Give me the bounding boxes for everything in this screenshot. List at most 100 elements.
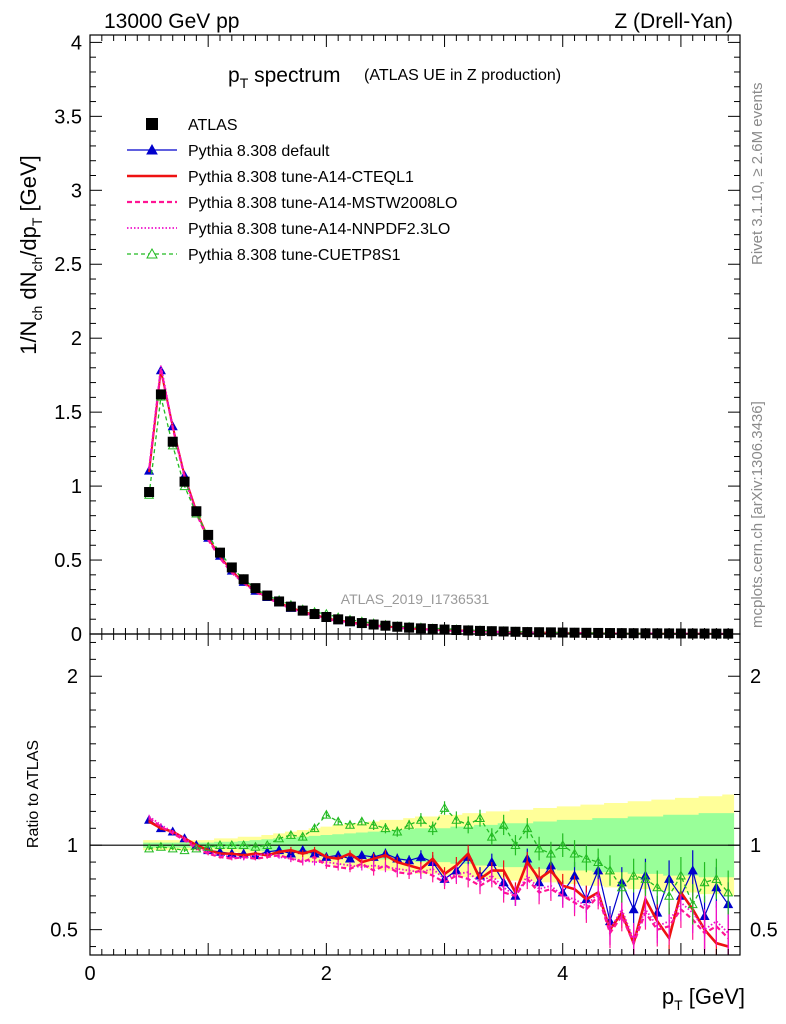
atlas-point-8 [238,574,249,585]
ratio-marker-4-40 [616,882,627,892]
header-right: Z (Drell-Yan) [614,10,733,33]
ratio-marker-4-15 [321,809,332,819]
ratio-marker-4-23 [415,814,426,824]
ratio-marker-4-19 [368,819,379,829]
x-tick-label: 0 [84,963,95,985]
atlas-point-22 [404,622,415,633]
ratio-marker-4-25 [439,802,450,812]
plot-title-note: (ATLAS UE in Z production) [364,67,561,84]
ratio-marker-0-46 [687,865,698,875]
ratio-curve-4 [148,806,729,906]
atlas-point-21 [392,621,403,632]
atlas-point-0 [144,487,155,498]
y-tick-label-ratio-right: 2 [750,666,761,688]
legend-label-1: Pythia 8.308 default [188,143,330,160]
ratio-marker-0-17 [344,853,356,863]
ratio-marker-4-1 [155,841,166,851]
ratio-marker-4-43 [652,882,663,892]
ratio-marker-0-23 [415,851,426,861]
legend-label-5: Pythia 8.308 tune-CUETP8S1 [188,247,401,264]
y-tick-label-ratio: 2 [67,666,78,688]
plot-title-rest: spectrum [248,64,340,87]
atlas-point-13 [297,605,308,616]
ratio-marker-4-48 [711,873,722,883]
ratio-marker-4-29 [486,831,497,841]
legend-label-0: ATLAS [188,117,238,134]
y-tick-label-main: 1 [71,476,82,498]
atlas-point-7 [226,562,237,573]
rivet-label: Rivet 3.1.10, ≥ 2.6M events [749,83,766,266]
ratio-marker-4-7 [226,839,237,850]
ratio-marker-0-41 [628,904,639,914]
y-tick-label-main: 1.5 [54,402,82,424]
ratio-marker-4-38 [593,856,604,866]
atlas-point-1 [155,389,166,400]
ratio-marker-4-18 [356,816,367,826]
ratio-marker-4-2 [167,843,178,853]
ratio-curve-2 [148,817,729,947]
ratio-marker-4-8 [238,839,249,850]
atlas-point-19 [368,619,379,630]
ratio-marker-4-16 [333,816,344,826]
ratio-marker-4-12 [285,829,296,839]
ratio-marker-4-24 [427,823,438,833]
legend-label-3: Pythia 8.308 tune-A14-MSTW2008LO [188,195,457,212]
ratio-marker-4-27 [463,819,474,829]
y-tick-label-ratio: 1 [67,835,78,857]
ratio-mc-curves [144,801,734,955]
atlas-point-3 [179,476,190,487]
atlas-point-9 [250,583,261,594]
ratio-marker-4-47 [699,877,710,887]
y-tick-label-main: 4 [71,32,82,54]
legend: ATLAS Pythia 8.308 default Pythia 8.308 tu… [127,117,457,264]
atlas-point-17 [345,616,355,627]
analysis-id-label: ATLAS_2019_I1736531 [341,591,490,607]
atlas-point-15 [321,611,332,622]
ratio-marker-4-14 [309,823,320,833]
plot-title-p: p [228,64,240,87]
plot-title-sub: T [240,75,249,91]
ratio-marker-4-36 [569,848,580,858]
mcplots-label: mcplots.cern.ch [arXiv:1306.3436] [749,401,766,628]
atlas-point-12 [285,601,296,612]
y-tick-label-main: 0 [71,624,82,646]
ratio-marker-4-5 [203,841,214,851]
atlas-point-11 [274,596,285,607]
y-axis-label-ratio: Ratio to ATLAS [25,740,42,848]
y-tick-label-main: 3.5 [54,106,82,128]
ratio-marker-4-0 [144,843,155,853]
ratio-marker-4-39 [604,865,616,875]
ratio-marker-4-49 [723,887,734,897]
atlas-point-2 [167,436,178,447]
x-axis-label: pT [GeV] [662,984,745,1013]
ratio-curve-1 [148,820,729,948]
plot-title: pT spectrum [228,64,340,91]
atlas-point-5 [203,529,214,540]
atlas-point-4 [191,506,202,517]
header-left: 13000 GeV pp [104,10,239,33]
y-tick-label-main: 2.5 [54,254,82,276]
atlas-point-20 [380,620,391,631]
legend-symbol-atlas [146,118,158,130]
ratio-marker-4-6 [214,839,226,850]
ratio-marker-4-21 [392,826,403,836]
ratio-marker-4-34 [545,848,556,858]
ratio-marker-4-31 [510,839,521,850]
x-tick-label: 2 [321,963,332,985]
y-tick-label-ratio: 0.5 [50,920,78,942]
ratio-marker-4-35 [557,839,568,850]
ratio-marker-4-9 [250,841,261,851]
axes-ticks: 0 2 4 0 0.5 1 1.5 2 2.5 3 3.5 4 0.5 0.5 1 1 2 2 [50,32,778,985]
atlas-point-18 [356,618,367,629]
ratio-marker-4-45 [675,870,686,880]
y-tick-label-ratio-right: 0.5 [750,920,778,942]
ratio-marker-4-11 [274,833,285,843]
ratio-marker-4-46 [687,899,698,909]
atlas-point-6 [215,547,225,558]
y-axis-label-main: 1/Nch dNch/dpT [GeV] [16,155,45,355]
ratio-marker-0-18 [356,850,367,860]
y-tick-label-main: 3 [71,180,82,202]
atlas-point-14 [309,609,320,620]
atlas-point-10 [262,590,273,601]
